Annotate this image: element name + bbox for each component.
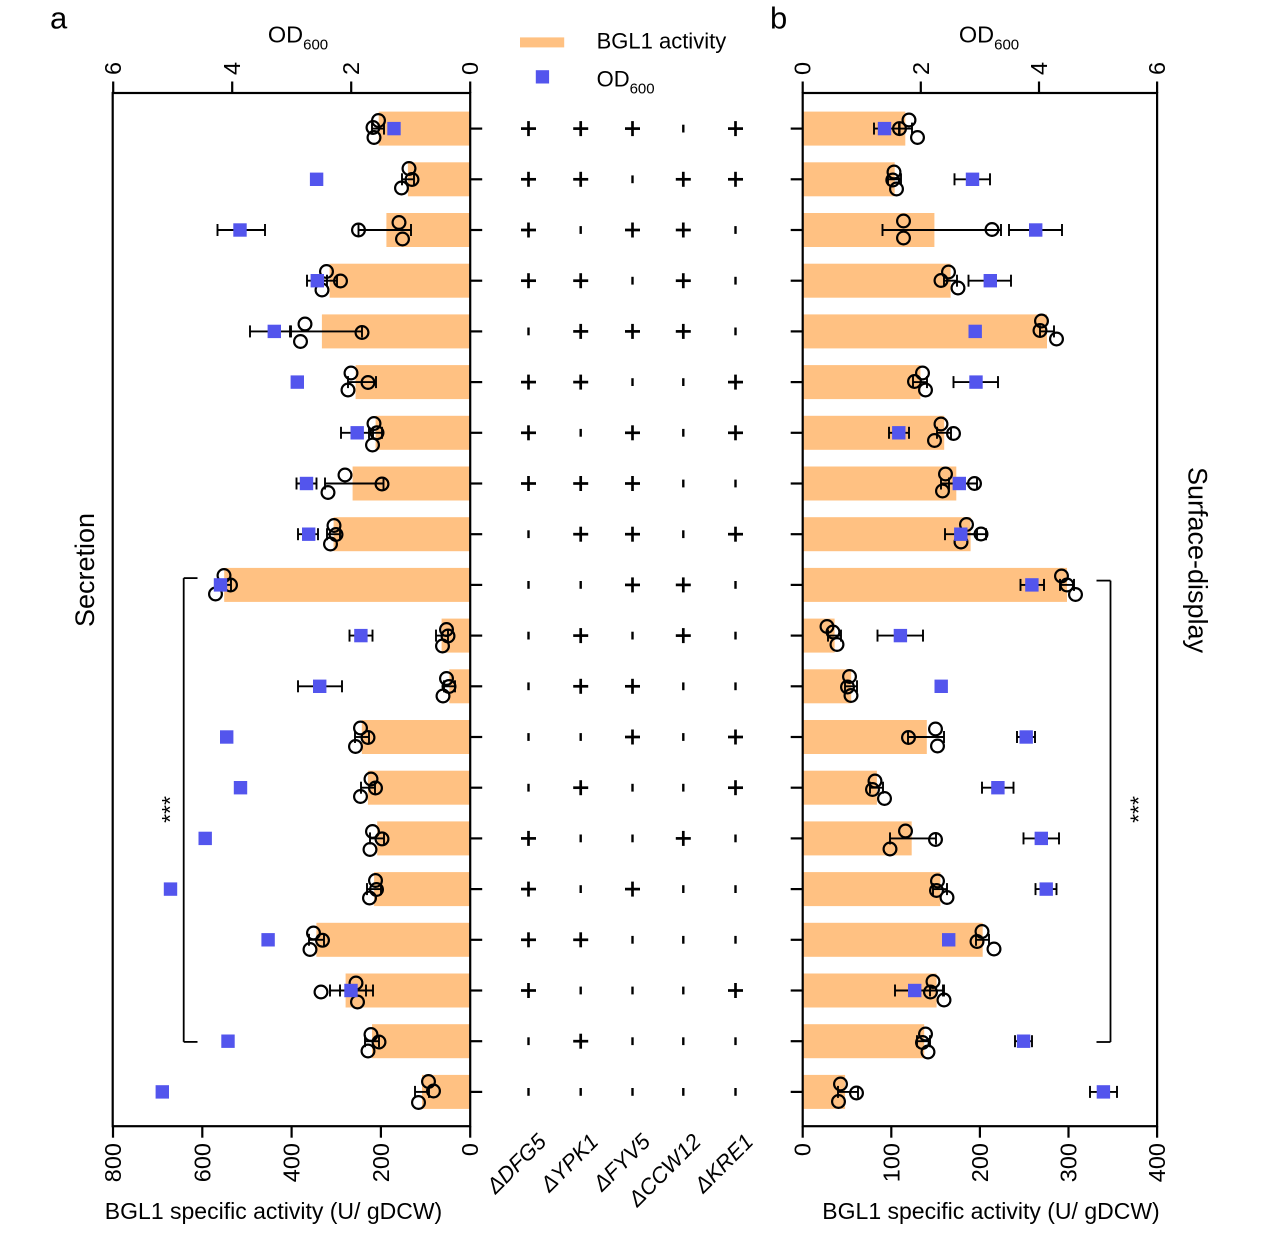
svg-text:2: 2 (338, 62, 364, 75)
svg-text:200: 200 (368, 1143, 394, 1182)
svg-text:0: 0 (790, 1143, 816, 1156)
svg-text:BGL1 specific activity (U/ gDC: BGL1 specific activity (U/ gDCW) (105, 1198, 442, 1224)
svg-text:BGL1 specific activity (U/ gDC: BGL1 specific activity (U/ gDCW) (822, 1198, 1159, 1224)
svg-text:100: 100 (878, 1143, 904, 1182)
svg-text:2: 2 (908, 62, 934, 75)
svg-text:a: a (50, 1, 68, 36)
svg-text:Secretion: Secretion (70, 513, 100, 627)
svg-text:6: 6 (1144, 62, 1170, 75)
svg-text:Surface-display: Surface-display (1183, 467, 1213, 654)
svg-text:800: 800 (100, 1143, 126, 1182)
svg-text:400: 400 (279, 1143, 305, 1182)
svg-text:4: 4 (219, 62, 245, 75)
svg-text:6: 6 (100, 62, 126, 75)
svg-text:BGL1 activity: BGL1 activity (597, 29, 727, 54)
svg-text:4: 4 (1026, 62, 1052, 75)
svg-text:200: 200 (967, 1143, 993, 1182)
svg-text:400: 400 (1144, 1143, 1170, 1182)
svg-text:b: b (770, 1, 787, 36)
svg-text:0: 0 (457, 1143, 483, 1156)
svg-text:600: 600 (189, 1143, 215, 1182)
svg-text:0: 0 (790, 62, 816, 75)
svg-text:***: *** (1126, 796, 1152, 823)
svg-text:***: *** (157, 796, 183, 823)
svg-text:300: 300 (1056, 1143, 1082, 1182)
svg-text:0: 0 (457, 62, 483, 75)
